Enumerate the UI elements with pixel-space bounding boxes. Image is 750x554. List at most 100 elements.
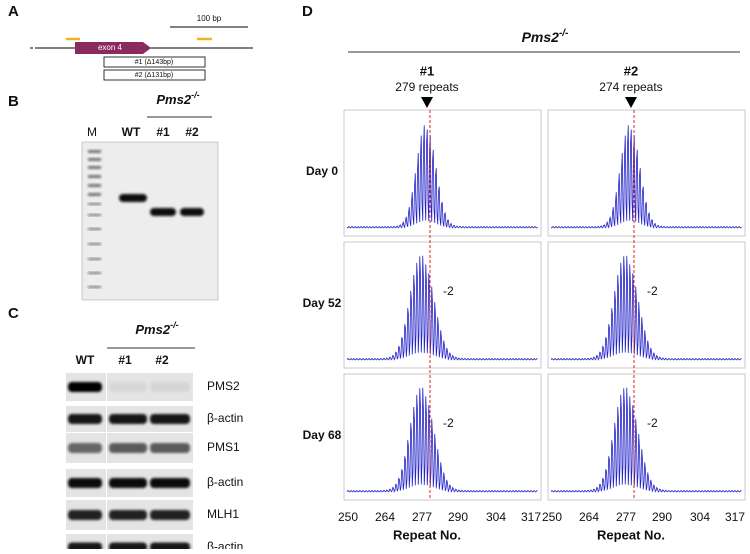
x-tick-label: 304	[690, 510, 710, 524]
blot-band	[109, 510, 147, 520]
ladder-band	[88, 184, 101, 187]
x-tick-label: 250	[542, 510, 562, 524]
panel-label: D	[302, 3, 313, 20]
band	[180, 208, 204, 216]
ladder-band	[88, 272, 101, 274]
x-axis-label: Repeat No.	[393, 527, 461, 542]
blot-band	[68, 443, 102, 453]
x-axis-label: Repeat No.	[597, 527, 665, 542]
day-label: Day 68	[303, 428, 342, 442]
blot-band	[109, 382, 147, 392]
x-tick-label: 290	[652, 510, 672, 524]
x-tick-label: 317	[725, 510, 745, 524]
trace-frame	[547, 373, 746, 501]
band	[150, 208, 176, 216]
clone-name: #2	[624, 63, 638, 78]
blot-band	[109, 542, 147, 553]
blot-band	[150, 542, 190, 553]
blot-band	[150, 478, 190, 488]
blot-band	[68, 542, 102, 553]
ladder-band	[88, 258, 101, 260]
blot-label: MLH1	[207, 507, 239, 521]
marker	[421, 97, 433, 108]
blot-band	[109, 478, 147, 488]
deletion-label: #2 (Δ131bp)	[135, 72, 174, 79]
deletion-box	[103, 56, 206, 68]
shift-label: -2	[443, 416, 454, 430]
ladder-band	[88, 214, 101, 216]
scale-text: 100 bp	[197, 14, 222, 23]
ladder-band	[88, 166, 101, 169]
ladder-band	[88, 175, 101, 178]
exon-label: exon 4	[98, 43, 123, 52]
blot-band	[109, 414, 147, 424]
genotype: Pms2-/-	[135, 320, 178, 337]
blot-band	[68, 414, 102, 424]
blot-label: β-actin	[207, 475, 243, 489]
ladder-band	[88, 243, 101, 245]
deletion-label: #1 (Δ143bp)	[135, 59, 174, 66]
blot-band	[68, 382, 102, 392]
trace	[346, 387, 538, 493]
trace-frame	[547, 241, 746, 369]
day-label: Day 0	[306, 164, 338, 178]
panel-label: B	[8, 93, 19, 110]
lane-label: #2	[155, 353, 169, 367]
x-tick-label: 304	[486, 510, 506, 524]
day-label: Day 52	[303, 296, 342, 310]
blot-band	[150, 382, 190, 392]
trace	[550, 255, 742, 361]
trace	[346, 125, 538, 229]
gel	[81, 141, 219, 301]
trace-frame	[343, 241, 542, 369]
blot-band	[109, 443, 147, 453]
ladder-band	[88, 286, 101, 288]
panel-label: C	[8, 305, 19, 322]
shift-label: -2	[647, 284, 658, 298]
x-tick-label: 250	[338, 510, 358, 524]
blot-band	[150, 510, 190, 520]
blot-band	[150, 443, 190, 453]
trace	[550, 387, 742, 493]
lane-label: WT	[122, 125, 141, 139]
blot-band	[150, 414, 190, 424]
lane-label: M	[87, 125, 97, 139]
x-tick-label: 290	[448, 510, 468, 524]
x-tick-label: 264	[375, 510, 395, 524]
panel-label: A	[8, 3, 19, 20]
ladder-band	[88, 158, 101, 161]
blot-label: β-actin	[207, 411, 243, 425]
clone-name: #1	[420, 63, 434, 78]
lane-label: #1	[156, 125, 170, 139]
trace-frame	[343, 373, 542, 501]
genotype: Pms2-/-	[522, 28, 569, 45]
band	[119, 194, 147, 202]
ladder	[88, 150, 101, 288]
shift-label: -2	[443, 284, 454, 298]
repeat-count: 274 repeats	[599, 80, 662, 94]
genotype: Pms2-/-	[156, 90, 199, 107]
ladder-band	[88, 193, 101, 196]
blot-label: PMS1	[207, 440, 240, 454]
lane-label: WT	[76, 353, 95, 367]
blot-label: β-actin	[207, 540, 243, 549]
x-tick-label: 264	[579, 510, 599, 524]
ladder-band	[88, 228, 101, 230]
x-tick-label: 317	[521, 510, 541, 524]
trace	[550, 125, 742, 229]
deletion-box	[103, 69, 206, 81]
x-tick-label: 277	[412, 510, 432, 524]
ladder-band	[88, 203, 101, 205]
trace	[346, 255, 538, 361]
x-tick-label: 277	[616, 510, 636, 524]
lane-label: #1	[118, 353, 132, 367]
shift-label: -2	[647, 416, 658, 430]
lane-label: #2	[185, 125, 199, 139]
exon	[75, 42, 151, 54]
repeat-count: 279 repeats	[395, 80, 458, 94]
blot-band	[68, 478, 102, 488]
blot-band	[68, 510, 102, 520]
marker	[625, 97, 637, 108]
ladder-band	[88, 150, 101, 153]
